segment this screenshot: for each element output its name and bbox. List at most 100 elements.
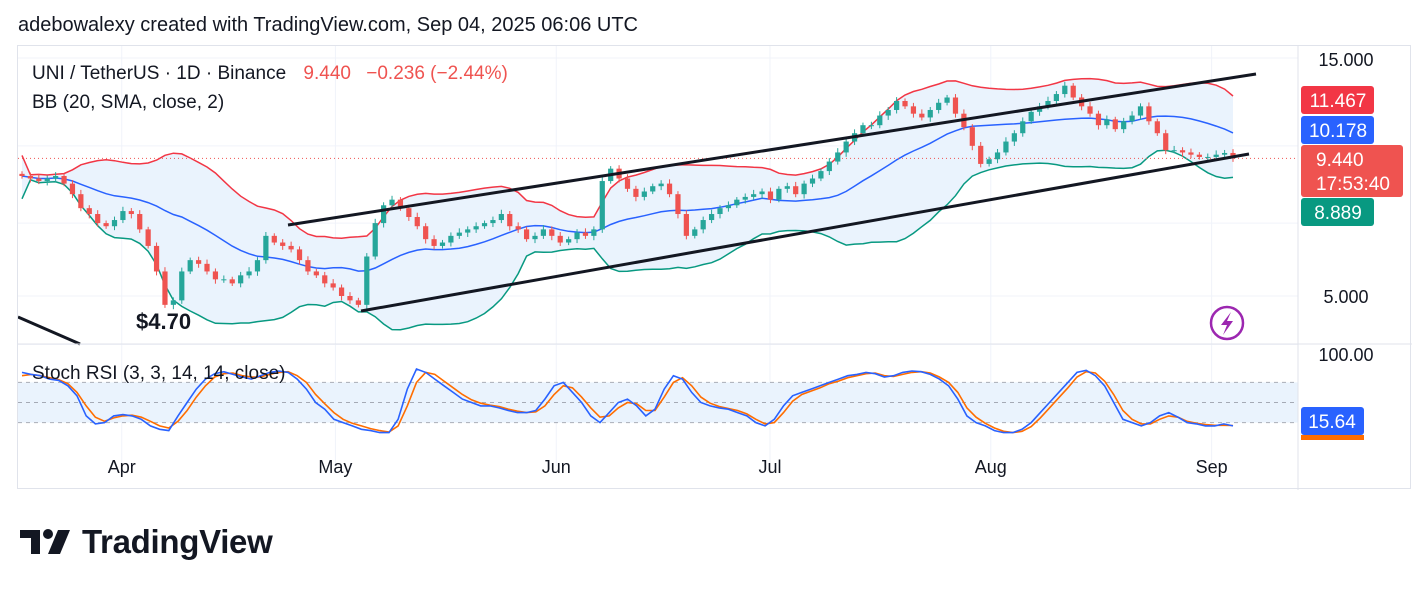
candle-body: [381, 205, 387, 224]
rsi-legend[interactable]: Stoch RSI (3, 3, 14, 14, close): [32, 363, 285, 384]
candle: [120, 206, 126, 224]
candle-body: [515, 226, 521, 230]
legend-symbol: UNI / TetherUS · 1D · Binance: [32, 63, 286, 84]
candle-body: [296, 249, 303, 261]
candle-body: [271, 235, 277, 243]
tradingview-logo[interactable]: TradingView: [20, 522, 273, 562]
candle: [994, 148, 1001, 164]
candle-body: [19, 173, 25, 177]
candle: [347, 292, 353, 304]
candle-body: [1205, 156, 1211, 158]
candle: [355, 297, 361, 308]
x-tick-sep: Sep: [1196, 457, 1228, 477]
candle-body: [1053, 94, 1060, 101]
chart-attribution: adebowalexy created with TradingView.com…: [18, 14, 638, 36]
candle: [465, 226, 471, 237]
candle: [599, 177, 605, 233]
candle-body: [1121, 121, 1127, 130]
candle: [389, 195, 395, 209]
candle-body: [372, 223, 378, 257]
candle-body: [1045, 100, 1051, 107]
candle: [305, 256, 311, 275]
candle-body: [145, 229, 151, 246]
candle: [1003, 137, 1009, 156]
candle-body: [734, 199, 740, 206]
candle-body: [103, 223, 109, 227]
candle-body: [221, 279, 227, 281]
candle-body: [120, 211, 126, 221]
candle-body: [717, 208, 723, 215]
candle: [952, 94, 959, 118]
candle-body: [406, 208, 412, 218]
candle-body: [751, 194, 757, 197]
lightning-icon[interactable]: [1209, 305, 1245, 341]
x-tick-aug: Aug: [975, 457, 1007, 477]
candle-body: [944, 97, 950, 103]
candle-body: [1011, 133, 1017, 142]
candle-body: [111, 220, 118, 227]
badge-bb-basis: 10.178: [1301, 116, 1374, 144]
candle: [296, 246, 303, 265]
candle: [944, 94, 950, 106]
candle-body: [978, 145, 984, 164]
candle: [936, 98, 942, 114]
candle: [1062, 81, 1068, 98]
candle: [549, 226, 555, 241]
candle-body: [767, 191, 774, 200]
candle: [78, 189, 84, 212]
candle-body: [683, 214, 689, 236]
badge-bb-lower: 8.889: [1301, 198, 1374, 226]
candle-body: [195, 260, 202, 264]
candle-body: [1154, 121, 1160, 134]
candle: [1053, 91, 1060, 106]
candle: [322, 271, 328, 288]
badge-bb-upper-text: 11.467: [1310, 91, 1367, 112]
candle-body: [423, 226, 429, 240]
candle-body: [633, 188, 639, 197]
stoch-k-line: [21, 367, 1234, 434]
candle: [1121, 117, 1127, 134]
candle-body: [650, 186, 656, 192]
candle-body: [389, 199, 395, 206]
candle-body: [153, 245, 160, 272]
candle-body: [910, 106, 917, 114]
candle-body: [818, 171, 824, 179]
candle: [507, 211, 513, 231]
chart-canvas[interactable]: UNI / TetherUS · 1D · Binance 9.440 −0.2…: [17, 46, 1412, 490]
candle: [742, 193, 748, 204]
x-tick-apr: Apr: [108, 457, 136, 477]
candle: [532, 232, 538, 244]
candle: [818, 168, 824, 182]
candle: [1028, 109, 1034, 124]
candle: [162, 267, 168, 308]
candle: [254, 257, 261, 276]
candle: [885, 106, 891, 120]
badge-last-price: 9.440 17:53:40: [1301, 145, 1403, 197]
candle: [381, 202, 387, 228]
candle-body: [1003, 141, 1009, 153]
candle: [1087, 102, 1093, 117]
svg-text:UNI / TetherUS · 1D · Binance: UNI / TetherUS · 1D · Binance 9.440 −0.2…: [32, 63, 508, 84]
stoch-d-line: [21, 370, 1234, 434]
candle-body: [1087, 106, 1093, 114]
candle: [776, 186, 782, 203]
candle: [179, 267, 185, 304]
legend-indicator[interactable]: BB (20, SMA, close, 2): [32, 92, 224, 113]
candle-body: [448, 235, 454, 243]
candle: [751, 189, 757, 200]
candle-body: [894, 100, 900, 110]
candle: [725, 201, 732, 212]
candle: [683, 210, 689, 240]
bb-lower-line: [21, 149, 1234, 331]
candle: [195, 256, 202, 268]
candle-body: [1179, 150, 1186, 153]
candle-body: [742, 196, 748, 200]
candle-body: [473, 226, 479, 230]
candle-body: [784, 186, 790, 189]
candle: [515, 222, 521, 233]
candle-body: [658, 183, 664, 187]
candle-body: [322, 275, 328, 284]
candle: [566, 236, 572, 246]
candle: [675, 191, 681, 219]
candle: [801, 180, 807, 199]
